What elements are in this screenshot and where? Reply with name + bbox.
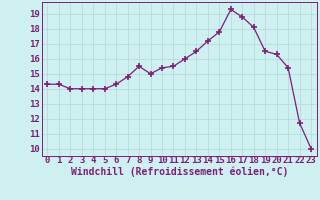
X-axis label: Windchill (Refroidissement éolien,°C): Windchill (Refroidissement éolien,°C) [70, 166, 288, 177]
